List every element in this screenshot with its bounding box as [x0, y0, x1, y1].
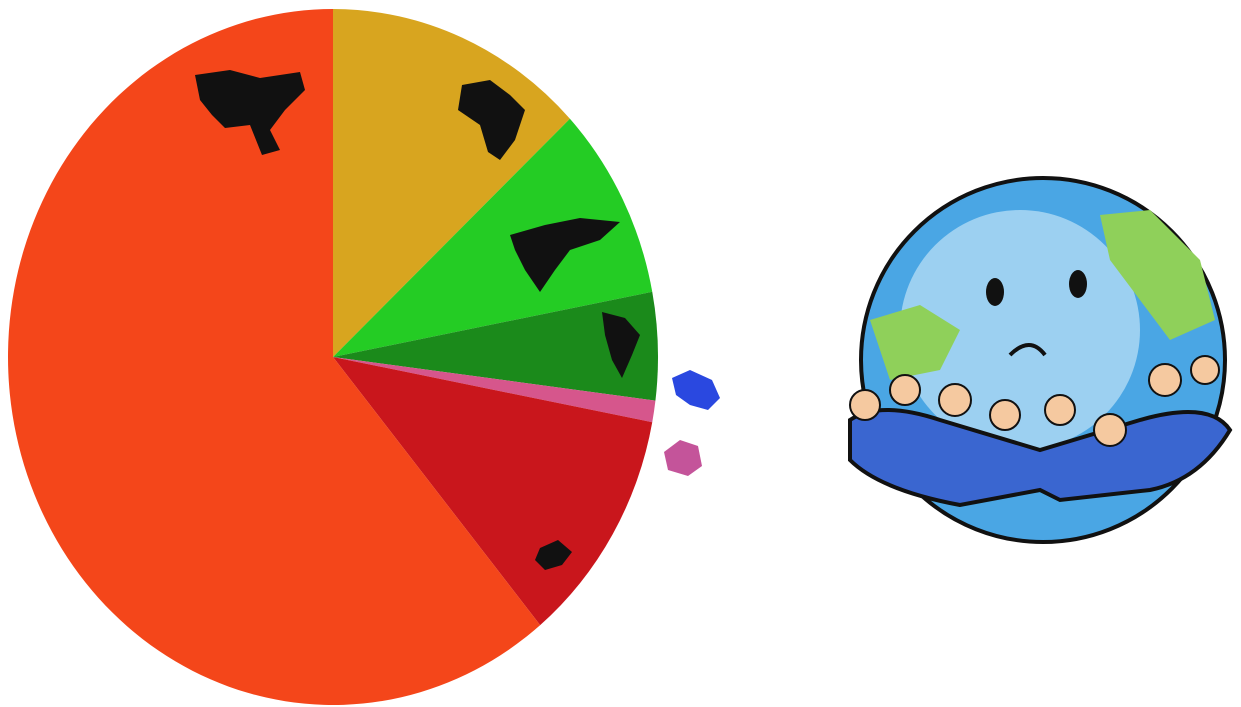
baby [889, 374, 921, 406]
north-america-icon [510, 218, 620, 292]
baby [849, 389, 881, 421]
pie-wedge [333, 357, 656, 423]
pie [7, 9, 658, 705]
europe-icon [535, 540, 572, 570]
baby [938, 383, 972, 417]
pie-wedge [7, 9, 541, 705]
pie-wedge [333, 291, 658, 401]
baby [1044, 394, 1076, 426]
mouth [1008, 343, 1047, 357]
baby [1190, 355, 1220, 385]
hands [848, 408, 1233, 508]
eye [986, 278, 1004, 306]
baby [1093, 413, 1127, 447]
land [870, 305, 960, 380]
continent-icons [195, 70, 640, 570]
africa-icon [458, 80, 525, 160]
globe-cartoon [848, 176, 1233, 544]
asia-icon [195, 70, 305, 155]
baby [1148, 363, 1182, 397]
eye [1069, 270, 1087, 298]
pie-wedge [333, 118, 653, 357]
pie-wedge [333, 357, 653, 626]
antarctica-icon [672, 370, 720, 410]
australia-icon [664, 440, 702, 476]
land [1100, 210, 1215, 340]
baby [989, 399, 1021, 431]
south-america-icon [602, 312, 640, 378]
